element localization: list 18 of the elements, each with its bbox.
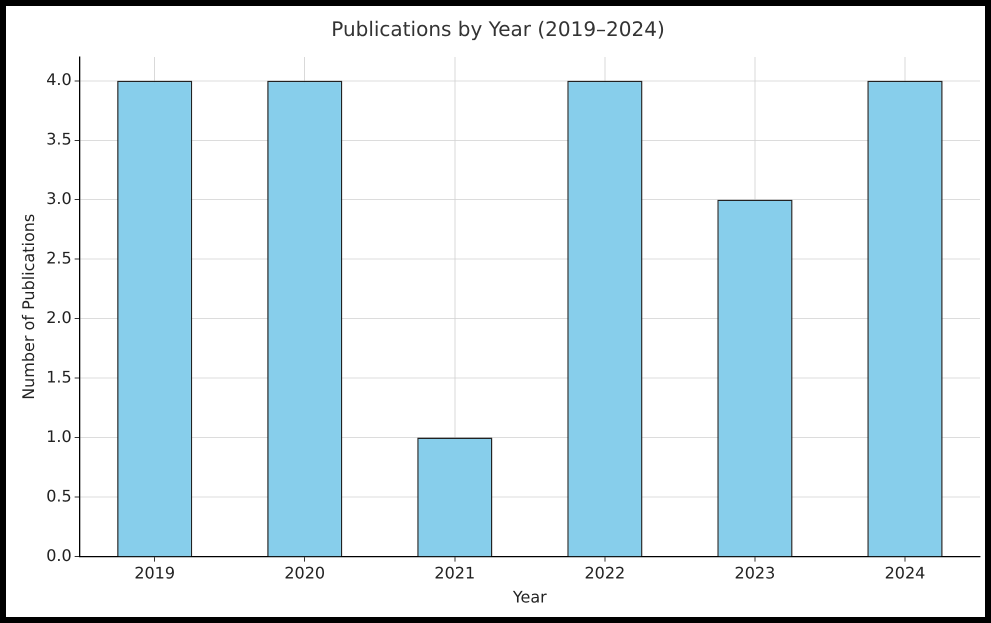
- y-tick-label: 4.0: [46, 70, 72, 89]
- x-tick-label: 2022: [584, 563, 626, 582]
- x-tick-label: 2021: [434, 563, 476, 582]
- x-tick-label: 2020: [284, 563, 326, 582]
- y-tick-label: 3.5: [46, 129, 72, 148]
- chart-title: Publications by Year (2019–2024): [331, 17, 665, 42]
- y-tick-label: 1.0: [46, 426, 72, 446]
- x-tick-label: 2023: [734, 563, 776, 582]
- x-tick-label: 2024: [884, 563, 926, 582]
- y-tick-label: 2.5: [46, 248, 72, 268]
- y-tick-label: 0.0: [46, 546, 72, 565]
- y-tick-label: 2.0: [46, 308, 72, 327]
- x-tick-label: 2019: [134, 563, 176, 582]
- y-tick-label: 1.5: [46, 367, 72, 386]
- y-tick-label: 3.0: [46, 188, 72, 208]
- y-axis-title: Number of Publications: [18, 214, 38, 400]
- x-axis-title: Year: [512, 588, 548, 607]
- y-tick-label: 0.5: [46, 486, 72, 506]
